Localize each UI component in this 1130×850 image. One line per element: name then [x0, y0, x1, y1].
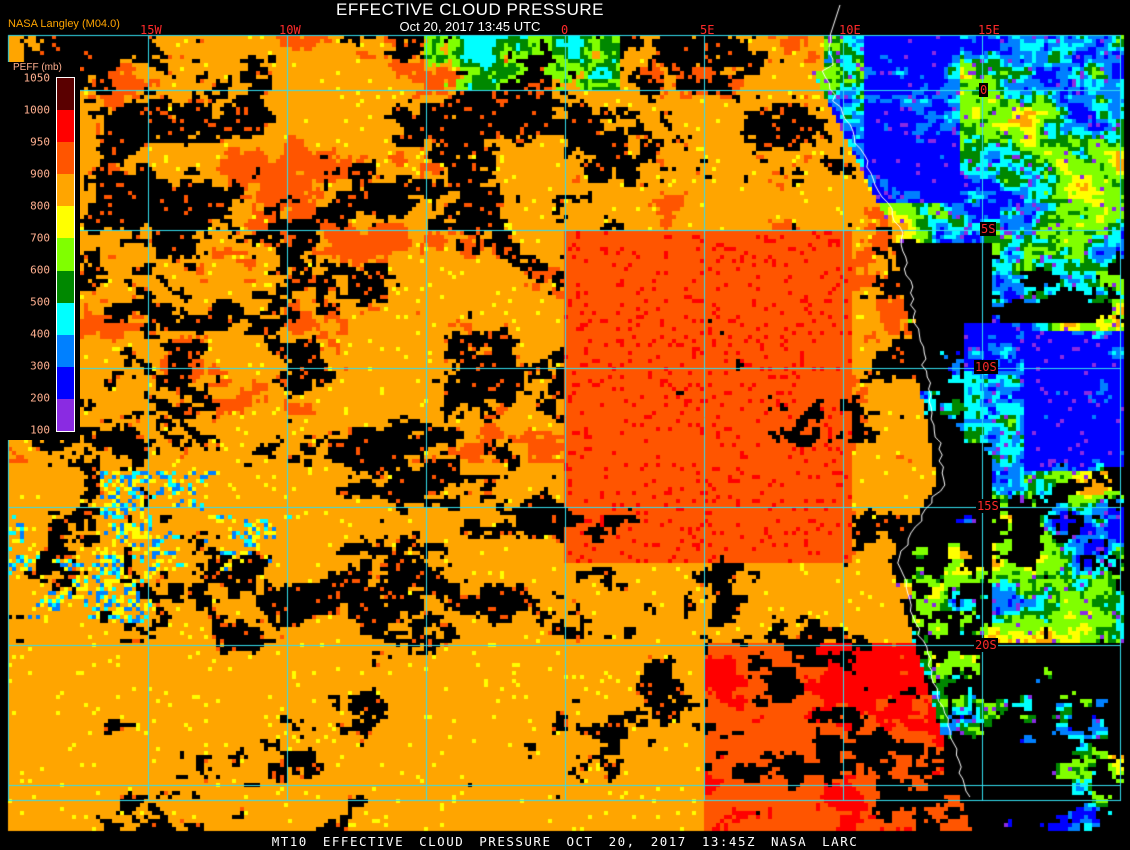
legend-tick-label: 200	[30, 391, 50, 405]
lat-label-0: 0	[979, 83, 989, 97]
legend-tick-label: 800	[30, 199, 50, 213]
legend-tick-label: 1050	[23, 71, 51, 85]
lon-label-15e: 15E	[978, 23, 1000, 37]
legend-tick-label: 300	[30, 359, 50, 373]
lat-label-20s: 20S	[974, 638, 998, 652]
legend-swatch	[57, 270, 74, 303]
legend-swatch	[57, 238, 74, 271]
legend-swatch	[57, 174, 74, 207]
agency-label: NASA Langley (M04.0)	[8, 18, 120, 30]
map-timestamp: Oct 20, 2017 13:45 UTC	[399, 19, 541, 34]
legend-tick-label: 900	[30, 167, 50, 181]
legend-swatch	[57, 302, 74, 335]
lat-label-10s: 10S	[974, 360, 998, 374]
legend-swatch	[57, 110, 74, 143]
lon-label-10w: 10W	[279, 23, 301, 37]
lat-label-5s: 5S	[980, 222, 997, 236]
legend-tick-label: 600	[30, 263, 50, 277]
legend-tick-label: 1000	[23, 103, 51, 117]
lon-label-10e: 10E	[839, 23, 861, 37]
legend-swatch	[57, 366, 74, 399]
lon-label-5e: 5E	[700, 23, 715, 37]
map-title: EFFECTIVE CLOUD PRESSURE	[336, 0, 604, 19]
legend-tick-label: 400	[30, 327, 50, 341]
legend-swatch	[57, 398, 74, 431]
legend-swatch	[57, 334, 74, 367]
legend-swatch	[57, 77, 74, 111]
lon-label-0: 0	[561, 23, 569, 37]
legend-swatch	[57, 142, 74, 175]
legend-tick-label: 500	[30, 295, 50, 309]
pressure-legend: PEFF (mb) 1050 1000 950 900 800 700 600 500 400 3…	[8, 62, 80, 440]
legend-tick-label: 950	[30, 135, 50, 149]
legend-tick-label: 100	[30, 423, 50, 437]
legend-color-bar	[56, 77, 75, 432]
lon-label-15w: 15W	[140, 23, 162, 37]
footer-caption: MT10 EFFECTIVE CLOUD PRESSURE OCT 20, 20…	[271, 834, 859, 849]
legend-swatch	[57, 206, 74, 239]
lat-label-15s: 15S	[976, 499, 1000, 513]
legend-title: PEFF (mb)	[13, 62, 62, 73]
legend-tick-label: 700	[30, 231, 50, 245]
